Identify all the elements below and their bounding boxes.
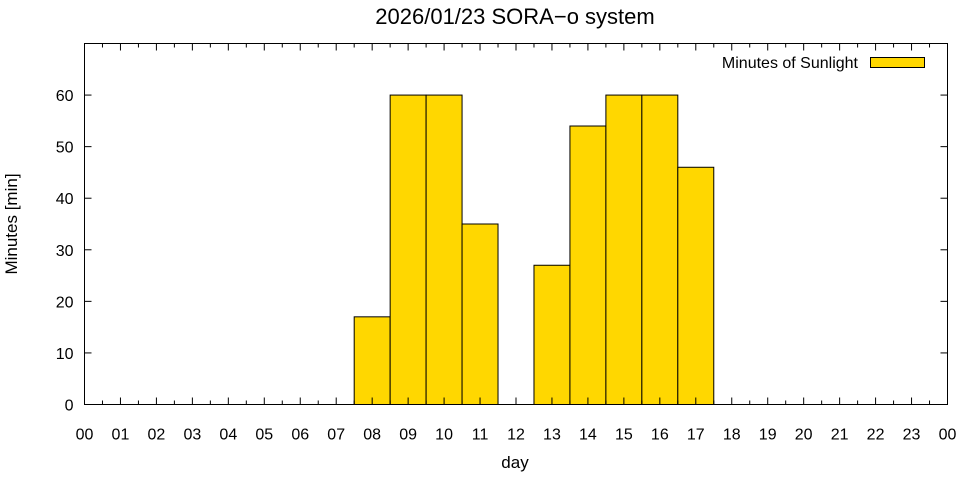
bar-17: [677, 166, 715, 405]
legend-swatch: [870, 57, 925, 68]
x-tick-label: 02: [148, 427, 166, 444]
x-tick-label: 23: [903, 427, 921, 444]
bar-16: [641, 94, 679, 405]
bar-08: [353, 316, 391, 406]
y-tick-label: 20: [56, 294, 74, 311]
x-tick-label: 22: [867, 427, 885, 444]
y-tick-label: 10: [56, 346, 74, 363]
y-tick-label: 30: [56, 243, 74, 260]
x-tick-label: 14: [579, 427, 597, 444]
bar-09: [389, 94, 427, 405]
bar-13: [533, 264, 571, 405]
bar-15: [605, 94, 643, 405]
x-tick-label: 10: [435, 427, 453, 444]
bar-14: [569, 125, 607, 405]
x-tick-label: 17: [687, 427, 705, 444]
x-tick-label: 08: [363, 427, 381, 444]
bars-group: [353, 94, 715, 406]
x-tick-label: 11: [472, 427, 489, 444]
legend: Minutes of Sunlight: [722, 55, 925, 72]
x-axis-label: day: [501, 453, 529, 472]
x-tick-label: 09: [399, 427, 417, 444]
x-tick-label: 20: [795, 427, 813, 444]
bar-11: [461, 223, 499, 405]
y-tick-label: 40: [56, 191, 74, 208]
x-tick-label: 06: [291, 427, 309, 444]
y-tick-label: 50: [56, 140, 74, 157]
x-tick-label: 13: [543, 427, 561, 444]
bar-10: [425, 94, 463, 405]
x-tick-label: 12: [507, 427, 525, 444]
y-axis-label: Minutes [min]: [2, 173, 21, 274]
x-tick-label: 18: [723, 427, 741, 444]
chart-title: 2026/01/23 SORA−o system: [375, 4, 654, 29]
x-tick-label: 05: [255, 427, 273, 444]
x-tick-label: 03: [183, 427, 201, 444]
x-tick-label: 16: [651, 427, 669, 444]
x-tick-label: 21: [831, 427, 849, 444]
legend-label: Minutes of Sunlight: [722, 55, 859, 72]
x-tick-label: 15: [615, 427, 633, 444]
x-tick-label: 01: [112, 427, 130, 444]
plot-frame: [84, 43, 948, 405]
y-tick-label: 0: [65, 398, 74, 415]
x-tick-label: 00: [76, 427, 94, 444]
axes-group: 0 10 20 30 40 50 60 00 01 02 03 04 05 06 07 08 09 10 11 12 1…: [56, 43, 957, 444]
x-tick-label: 00: [939, 427, 957, 444]
x-tick-label: 07: [327, 427, 345, 444]
x-tick-label: 19: [759, 427, 777, 444]
y-tick-label: 60: [56, 88, 74, 105]
x-tick-label: 04: [219, 427, 237, 444]
